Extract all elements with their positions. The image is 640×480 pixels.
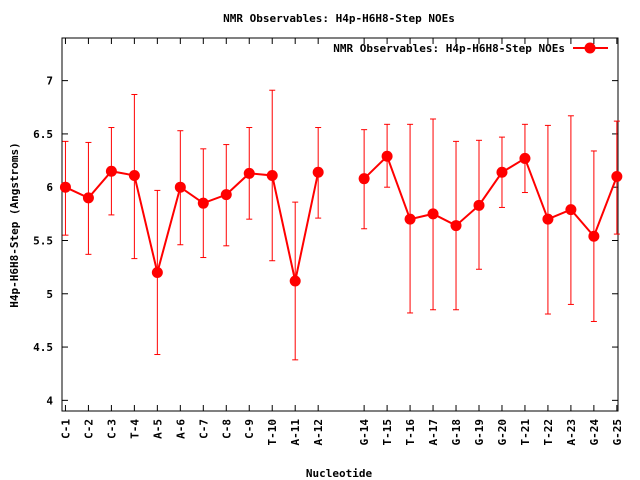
- x-tick-label: G-14: [358, 419, 371, 446]
- x-tick-label: G-18: [450, 419, 463, 446]
- x-tick-label: T-15: [381, 419, 394, 446]
- data-point: [358, 173, 370, 185]
- x-tick-label: T-21: [519, 419, 532, 446]
- chart-title: NMR Observables: H4p-H6H8-Step NOEs: [223, 12, 455, 25]
- data-point: [519, 152, 531, 164]
- x-tick-label: G-24: [588, 419, 601, 446]
- y-tick-label: 6.5: [33, 128, 53, 141]
- x-tick-label: A-5: [151, 419, 164, 439]
- x-axis-label: Nucleotide: [306, 467, 373, 480]
- data-point: [473, 199, 485, 211]
- y-tick-label: 6: [46, 181, 53, 194]
- data-point: [404, 213, 416, 225]
- x-tick-label: G-19: [473, 419, 486, 446]
- x-tick-label: A-6: [174, 419, 187, 439]
- y-tick-label: 4.5: [33, 341, 53, 354]
- x-tick-label: C-7: [197, 419, 210, 439]
- series-lines: [65, 154, 618, 282]
- y-tick-label: 7: [46, 75, 53, 88]
- data-point: [197, 197, 209, 209]
- legend-label: NMR Observables: H4p-H6H8-Step NOEs: [333, 42, 565, 55]
- data-point: [59, 181, 71, 193]
- x-axis: C-1 C-2 C-3 T-4 A-5 A-6 C-7 C-8 C-9 T-10 A-11 A-12 G…: [59, 38, 624, 446]
- data-point: [588, 230, 600, 242]
- series-line: [363, 154, 618, 239]
- data-point: [381, 150, 393, 162]
- data-point: [243, 167, 255, 179]
- x-tick-label: G-25: [611, 419, 624, 446]
- data-point: [128, 169, 140, 181]
- data-point: [151, 266, 163, 278]
- x-tick-label: A-12: [312, 419, 325, 446]
- data-point: [565, 204, 577, 216]
- data-points: [59, 150, 623, 287]
- x-tick-label: C-8: [220, 419, 233, 439]
- x-tick-label: T-10: [266, 419, 279, 446]
- x-tick-label: T-16: [404, 419, 417, 446]
- data-point: [427, 208, 439, 220]
- y-tick-label: 5.5: [33, 234, 53, 247]
- series-line: [65, 170, 320, 282]
- x-tick-label: G-20: [496, 419, 509, 446]
- y-axis-label: H4p-H6H8-Step (Angstroms): [8, 142, 21, 308]
- x-tick-label: C-9: [243, 419, 256, 439]
- x-tick-label: A-17: [427, 419, 440, 446]
- data-point: [611, 171, 623, 183]
- x-tick-label: A-23: [565, 419, 578, 446]
- data-point: [289, 275, 301, 287]
- x-tick-label: T-4: [128, 419, 141, 439]
- legend-marker: [584, 42, 596, 54]
- x-tick-label: T-22: [542, 419, 555, 446]
- data-point: [266, 169, 278, 181]
- x-tick-label: C-3: [105, 419, 118, 439]
- data-point: [220, 189, 232, 201]
- data-point: [82, 192, 94, 204]
- y-tick-label: 4: [46, 394, 53, 407]
- y-axis: 4 4.5 5 5.5 6 6.5 7: [33, 75, 618, 407]
- x-tick-label: C-1: [59, 419, 72, 439]
- data-point: [450, 220, 462, 232]
- y-tick-label: 5: [46, 288, 53, 301]
- x-tick-label: C-2: [82, 419, 95, 439]
- data-point: [312, 166, 324, 178]
- data-point: [174, 181, 186, 193]
- data-point: [496, 166, 508, 178]
- plot-frame: [61, 37, 619, 412]
- data-point: [542, 213, 554, 225]
- data-point: [105, 165, 117, 177]
- x-tick-label: A-11: [289, 419, 302, 446]
- legend: NMR Observables: H4p-H6H8-Step NOEs: [333, 42, 608, 55]
